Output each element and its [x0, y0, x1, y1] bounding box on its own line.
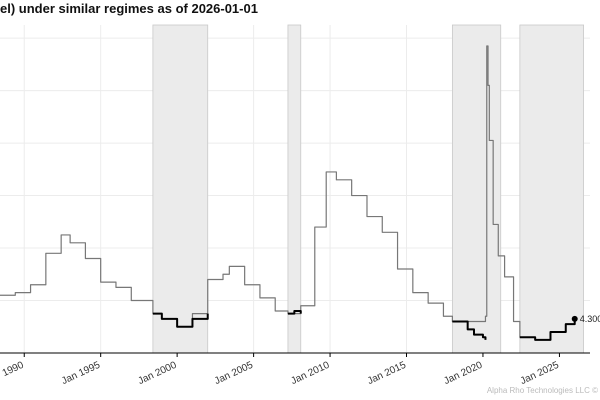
regime-band [287, 24, 302, 354]
series-line-regime [287, 310, 302, 315]
x-tick-label: Jan 2000 [136, 360, 178, 388]
series-line-regime [519, 318, 576, 341]
regime-band [519, 24, 584, 354]
x-tick-label: 1990 [1, 360, 26, 380]
x-tick-label: Jan 2010 [289, 360, 331, 388]
x-tick-label: Jan 2020 [442, 360, 484, 388]
end-point-value-label: 4.3000 [580, 314, 600, 324]
x-tick-label: Jan 2015 [366, 360, 408, 388]
series-line-regime [452, 320, 487, 340]
x-tick-label: Jan 2025 [519, 360, 561, 388]
series-lines [0, 45, 576, 341]
credit-text: Alpha Rho Technologies LLC © [486, 386, 598, 395]
end-point-dot [571, 315, 578, 322]
series-line-full [0, 45, 576, 341]
end-marker: 4.3000 [571, 314, 600, 324]
x-tick-label: Jan 1995 [60, 360, 102, 388]
regime-shading [152, 24, 584, 354]
series-line-regime [152, 312, 209, 328]
chart-title: el) under similar regimes as of 2026-01-… [0, 1, 258, 16]
x-axis-ticks: 1990 Jan 1995 Jan 2000 Jan 2005 Jan 2010 Jan … [1, 353, 561, 387]
x-tick-label: Jan 2005 [213, 360, 255, 388]
regime-band [152, 24, 209, 354]
